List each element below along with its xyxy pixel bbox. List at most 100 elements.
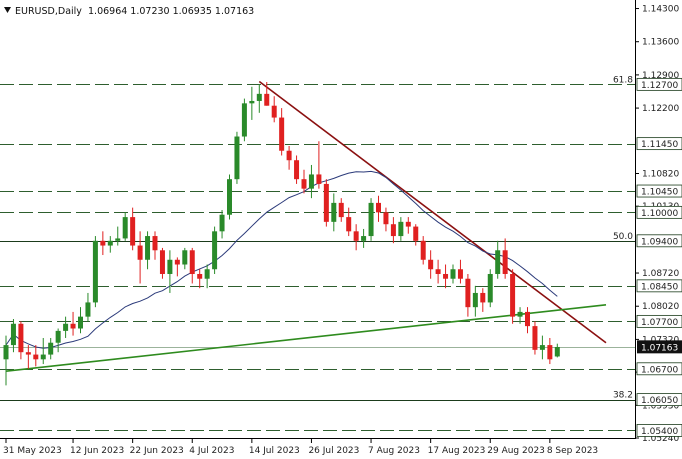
candle-body bbox=[435, 269, 441, 274]
candle-body bbox=[85, 302, 91, 317]
candle-body bbox=[361, 236, 367, 241]
candle-body bbox=[92, 240, 98, 303]
candle-body bbox=[308, 174, 314, 189]
candle-body bbox=[78, 316, 83, 329]
level-label-text: 1.07700 bbox=[641, 318, 678, 328]
candle-body bbox=[204, 269, 210, 279]
x-tick-label: 8 Sep 2023 bbox=[547, 446, 598, 456]
y-tick-label: 1.10820 bbox=[642, 169, 679, 179]
moving-average-line bbox=[5, 170, 558, 349]
fib-label: 38.2 bbox=[613, 391, 633, 401]
candles bbox=[3, 82, 560, 386]
level-label-text: 1.05400 bbox=[641, 427, 678, 437]
candle-body bbox=[539, 345, 545, 350]
resistance-trendline bbox=[258, 80, 607, 344]
chart-header: EURUSD,Daily 1.06964 1.07230 1.06935 1.0… bbox=[4, 6, 254, 17]
x-tick-label: 17 Aug 2023 bbox=[428, 446, 486, 456]
candle-body bbox=[219, 214, 225, 232]
candle-body bbox=[495, 250, 501, 274]
candle-body bbox=[346, 217, 352, 232]
candle-body bbox=[33, 354, 39, 360]
x-tick-label: 7 Aug 2023 bbox=[368, 446, 420, 456]
candle-body bbox=[420, 240, 426, 260]
candle-body bbox=[353, 231, 359, 241]
candle-body bbox=[189, 250, 195, 274]
candle-body bbox=[510, 273, 516, 317]
candle-body bbox=[331, 202, 337, 222]
candle-body bbox=[301, 179, 307, 189]
level-label-box bbox=[636, 184, 682, 198]
level-label-text: 1.06050 bbox=[641, 396, 678, 406]
candle-body bbox=[174, 259, 180, 265]
x-tick-label: 12 Jun 2023 bbox=[70, 446, 124, 456]
level-label-text: 1.11450 bbox=[641, 140, 678, 150]
collapse-triangle-icon[interactable] bbox=[4, 7, 11, 13]
level-label-text: 1.06700 bbox=[641, 365, 678, 375]
level-label-text: 1.10000 bbox=[641, 209, 678, 219]
candle-body bbox=[547, 345, 553, 360]
candle-body bbox=[256, 93, 262, 101]
candle-body bbox=[413, 226, 419, 241]
candle-body bbox=[376, 202, 381, 213]
candle-body bbox=[182, 250, 188, 265]
candle-body bbox=[294, 160, 300, 180]
x-tick-label: 4 Jul 2023 bbox=[189, 446, 234, 456]
candle-body bbox=[234, 136, 240, 180]
candle-body bbox=[159, 250, 165, 274]
candle-body bbox=[316, 174, 322, 184]
candle-body bbox=[130, 217, 136, 246]
candle-body bbox=[368, 202, 374, 237]
level-label-box bbox=[636, 279, 682, 293]
ohlc-values: 1.06964 1.07230 1.06935 1.07163 bbox=[88, 6, 254, 17]
x-tick-label: 31 May 2023 bbox=[3, 446, 62, 456]
x-tick-label: 26 Jul 2023 bbox=[308, 446, 359, 456]
fib-label: 61.8 bbox=[613, 75, 633, 85]
candle-body bbox=[271, 105, 277, 118]
candle-body bbox=[390, 224, 396, 237]
y-tick-label: 1.08720 bbox=[642, 269, 679, 279]
level-price-labels: 1.12700 1.11450 1.10450 1.10000 1.09400 1.084… bbox=[636, 77, 682, 437]
horizontal-levels bbox=[0, 84, 635, 431]
candle-body bbox=[338, 202, 344, 218]
level-label-box bbox=[636, 424, 682, 437]
level-label-box bbox=[636, 205, 682, 219]
candle-body bbox=[25, 352, 31, 355]
candle-body bbox=[480, 292, 486, 303]
candle-body bbox=[3, 345, 9, 360]
candle-body bbox=[48, 342, 54, 355]
candle-body bbox=[525, 311, 530, 327]
fib-label: 50.0 bbox=[613, 232, 633, 242]
candle-body bbox=[487, 273, 493, 303]
y-tick-label: 1.08020 bbox=[642, 302, 679, 312]
candle-body bbox=[450, 269, 456, 279]
current-price-marker: 1.07163 bbox=[637, 340, 682, 354]
candle-body bbox=[212, 231, 218, 270]
x-tick-label: 14 Jul 2023 bbox=[249, 446, 300, 456]
candle-body bbox=[167, 259, 173, 274]
candle-body bbox=[383, 212, 389, 225]
candle-body bbox=[465, 278, 471, 308]
candle-body bbox=[428, 259, 434, 270]
y-tick-label: 1.05240 bbox=[642, 434, 679, 444]
level-label-box bbox=[636, 362, 682, 376]
candle-body bbox=[55, 330, 61, 343]
y-tick-label: 1.05930 bbox=[642, 401, 679, 411]
trendlines bbox=[5, 80, 607, 372]
candle-body bbox=[18, 323, 24, 353]
candle-body bbox=[472, 292, 478, 308]
level-label-box bbox=[636, 234, 682, 248]
candle-body bbox=[10, 323, 16, 346]
candle-body bbox=[286, 150, 292, 161]
x-tick-label: 22 Jun 2023 bbox=[130, 446, 184, 456]
support-trendline bbox=[5, 304, 607, 372]
level-label-text: 1.12700 bbox=[641, 81, 678, 91]
current-price-tag bbox=[637, 340, 682, 354]
candle-body bbox=[152, 236, 158, 251]
candle-body bbox=[405, 221, 411, 227]
candle-body bbox=[115, 238, 121, 241]
level-label-text: 1.10450 bbox=[641, 188, 678, 198]
level-label-text: 1.08450 bbox=[641, 282, 678, 292]
candle-body bbox=[227, 179, 232, 215]
x-tick-labels: 31 May 2023 12 Jun 2023 22 Jun 2023 4 Jul 2… bbox=[3, 438, 598, 456]
